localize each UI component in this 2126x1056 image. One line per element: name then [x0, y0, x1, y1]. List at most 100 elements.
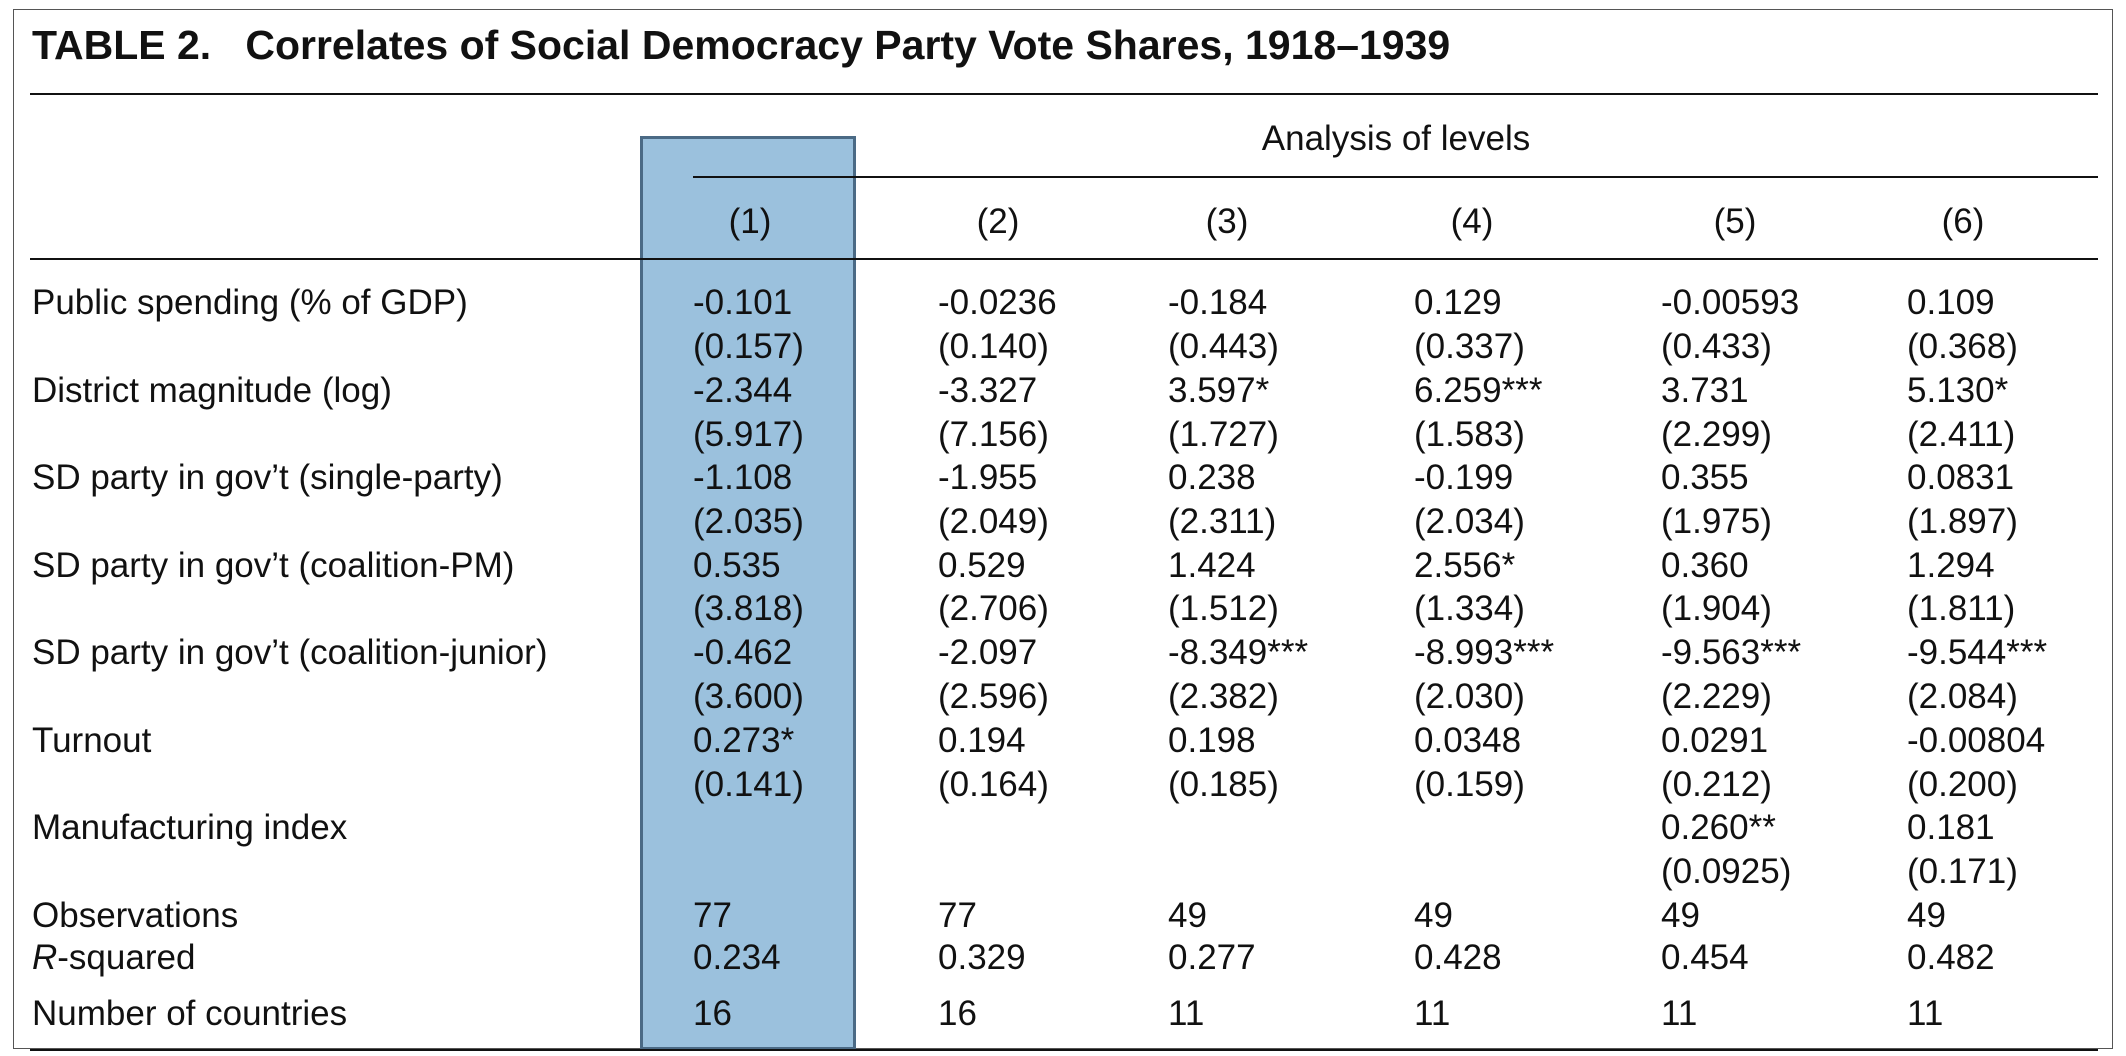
- stat-cell: 11: [1661, 994, 1698, 1033]
- se-cell: (1.727): [1168, 415, 1279, 454]
- se-cell: (0.0925): [1661, 852, 1792, 891]
- coef-cell: -9.544***: [1907, 633, 2048, 672]
- stat-cell: 11: [1907, 994, 1944, 1033]
- se-cell: (2.049): [938, 502, 1049, 541]
- coef-cell: -0.00804: [1907, 721, 2046, 760]
- se-cell: (2.596): [938, 677, 1049, 716]
- table-title: TABLE 2. Correlates of Social Democracy …: [32, 22, 1451, 68]
- se-cell: (0.337): [1414, 327, 1525, 366]
- stat-cell: 0.454: [1661, 938, 1749, 977]
- column-header-6: (6): [1941, 202, 1985, 241]
- top-rule: [30, 93, 2098, 95]
- se-cell: (1.334): [1414, 589, 1525, 628]
- stat-cell: 49: [1661, 896, 1700, 935]
- se-cell: (1.904): [1661, 589, 1772, 628]
- r-squared-suffix: -squared: [57, 938, 196, 977]
- row-label-r-squared: R-squared: [32, 940, 195, 975]
- row-label-district-magnitude: District magnitude (log): [32, 371, 392, 410]
- column-header-4: (4): [1450, 202, 1494, 241]
- se-cell: (2.034): [1414, 502, 1525, 541]
- row-label-observations: Observations: [32, 896, 239, 935]
- group-header-analysis-of-levels: Analysis of levels: [1261, 119, 1531, 158]
- coef-cell: -0.462: [693, 633, 793, 672]
- stat-cell: 49: [1168, 896, 1207, 935]
- coef-cell: 0.129: [1414, 283, 1502, 322]
- se-cell: (0.212): [1661, 765, 1772, 804]
- header-rule: [30, 258, 2098, 260]
- coef-cell: -1.108: [693, 458, 793, 497]
- se-cell: (2.084): [1907, 677, 2018, 716]
- stat-cell: 11: [1414, 994, 1451, 1033]
- coef-cell: 6.259***: [1414, 371, 1543, 410]
- stat-cell: 16: [693, 994, 732, 1033]
- coef-cell: -2.344: [693, 371, 793, 410]
- column-header-3: (3): [1205, 202, 1249, 241]
- coef-cell: -1.955: [938, 458, 1038, 497]
- coef-cell: 0.238: [1168, 458, 1256, 497]
- coef-cell: -0.184: [1168, 283, 1268, 322]
- coef-cell: 5.130*: [1907, 371, 2009, 410]
- se-cell: (2.035): [693, 502, 804, 541]
- coef-cell: -2.097: [938, 633, 1038, 672]
- row-label-manufacturing-index: Manufacturing index: [32, 808, 348, 847]
- se-cell: (2.382): [1168, 677, 1279, 716]
- coef-cell: -0.199: [1414, 458, 1514, 497]
- stat-cell: 77: [693, 896, 732, 935]
- r-squared-italic-r: R: [32, 938, 58, 977]
- coef-cell: 3.731: [1661, 371, 1749, 410]
- table-frame: [13, 9, 2113, 1049]
- row-label-sd-coalition-pm: SD party in gov’t (coalition-PM): [32, 546, 515, 585]
- se-cell: (2.030): [1414, 677, 1525, 716]
- se-cell: (1.975): [1661, 502, 1772, 541]
- se-cell: (2.311): [1168, 502, 1277, 541]
- stat-cell: 77: [938, 896, 977, 935]
- se-cell: (0.443): [1168, 327, 1279, 366]
- coef-cell: 1.294: [1907, 546, 1995, 585]
- coef-cell: 3.597*: [1168, 371, 1270, 410]
- coef-cell: -0.101: [693, 283, 793, 322]
- coef-cell: 0.360: [1661, 546, 1749, 585]
- se-cell: (3.600): [693, 677, 804, 716]
- se-cell: (0.171): [1907, 852, 2018, 891]
- coef-cell: -8.993***: [1414, 633, 1555, 672]
- se-cell: (1.897): [1907, 502, 2018, 541]
- column-header-1: (1): [728, 202, 772, 241]
- row-label-sd-coalition-junior: SD party in gov’t (coalition-junior): [32, 633, 548, 672]
- coef-cell: -0.00593: [1661, 283, 1800, 322]
- stat-cell: 16: [938, 994, 977, 1033]
- coef-cell: 0.273*: [693, 721, 795, 760]
- coef-cell: 0.198: [1168, 721, 1256, 760]
- se-cell: (2.299): [1661, 415, 1772, 454]
- se-cell: (0.200): [1907, 765, 2018, 804]
- coef-cell: 0.109: [1907, 283, 1995, 322]
- coef-cell: 0.194: [938, 721, 1026, 760]
- se-cell: (0.164): [938, 765, 1049, 804]
- se-cell: (3.818): [693, 589, 804, 628]
- se-cell: (1.512): [1168, 589, 1279, 628]
- stat-cell: 0.234: [693, 938, 781, 977]
- se-cell: (2.229): [1661, 677, 1772, 716]
- se-cell: (2.411): [1907, 415, 2016, 454]
- row-label-sd-single-party: SD party in gov’t (single-party): [32, 458, 503, 497]
- coef-cell: 1.424: [1168, 546, 1256, 585]
- se-cell: (0.157): [693, 327, 804, 366]
- coef-cell: 0.535: [693, 546, 781, 585]
- stat-cell: 49: [1907, 896, 1946, 935]
- coef-cell: -0.0236: [938, 283, 1057, 322]
- se-cell: (2.706): [938, 589, 1049, 628]
- coef-cell: -8.349***: [1168, 633, 1309, 672]
- column-1-highlight: [640, 136, 856, 1050]
- se-cell: (0.141): [693, 765, 804, 804]
- coef-cell: 2.556*: [1414, 546, 1516, 585]
- stat-cell: 0.482: [1907, 938, 1995, 977]
- coef-cell: 0.0348: [1414, 721, 1522, 760]
- coef-cell: 0.355: [1661, 458, 1749, 497]
- coef-cell: 0.260**: [1661, 808, 1776, 847]
- stat-cell: 0.329: [938, 938, 1026, 977]
- se-cell: (0.140): [938, 327, 1049, 366]
- stat-cell: 0.277: [1168, 938, 1256, 977]
- se-cell: (1.583): [1414, 415, 1525, 454]
- stat-cell: 0.428: [1414, 938, 1502, 977]
- se-cell: (5.917): [693, 415, 804, 454]
- column-header-5: (5): [1713, 202, 1757, 241]
